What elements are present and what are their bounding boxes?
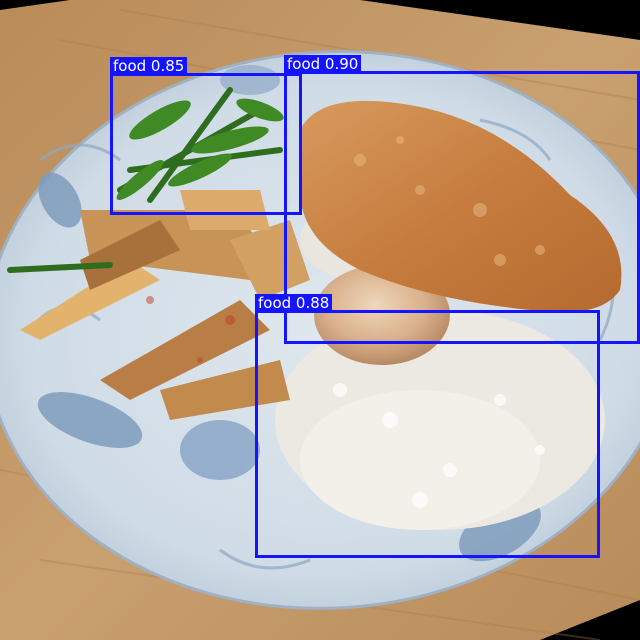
detection-box-3: food 0.88 [255,294,600,558]
detection-label-3: food 0.88 [255,294,333,312]
detection-box-2: food 0.90 [284,55,640,344]
detection-label-2: food 0.90 [284,55,362,73]
detection-box-1: food 0.85 [110,57,302,215]
detection-label-1: food 0.85 [110,57,188,75]
